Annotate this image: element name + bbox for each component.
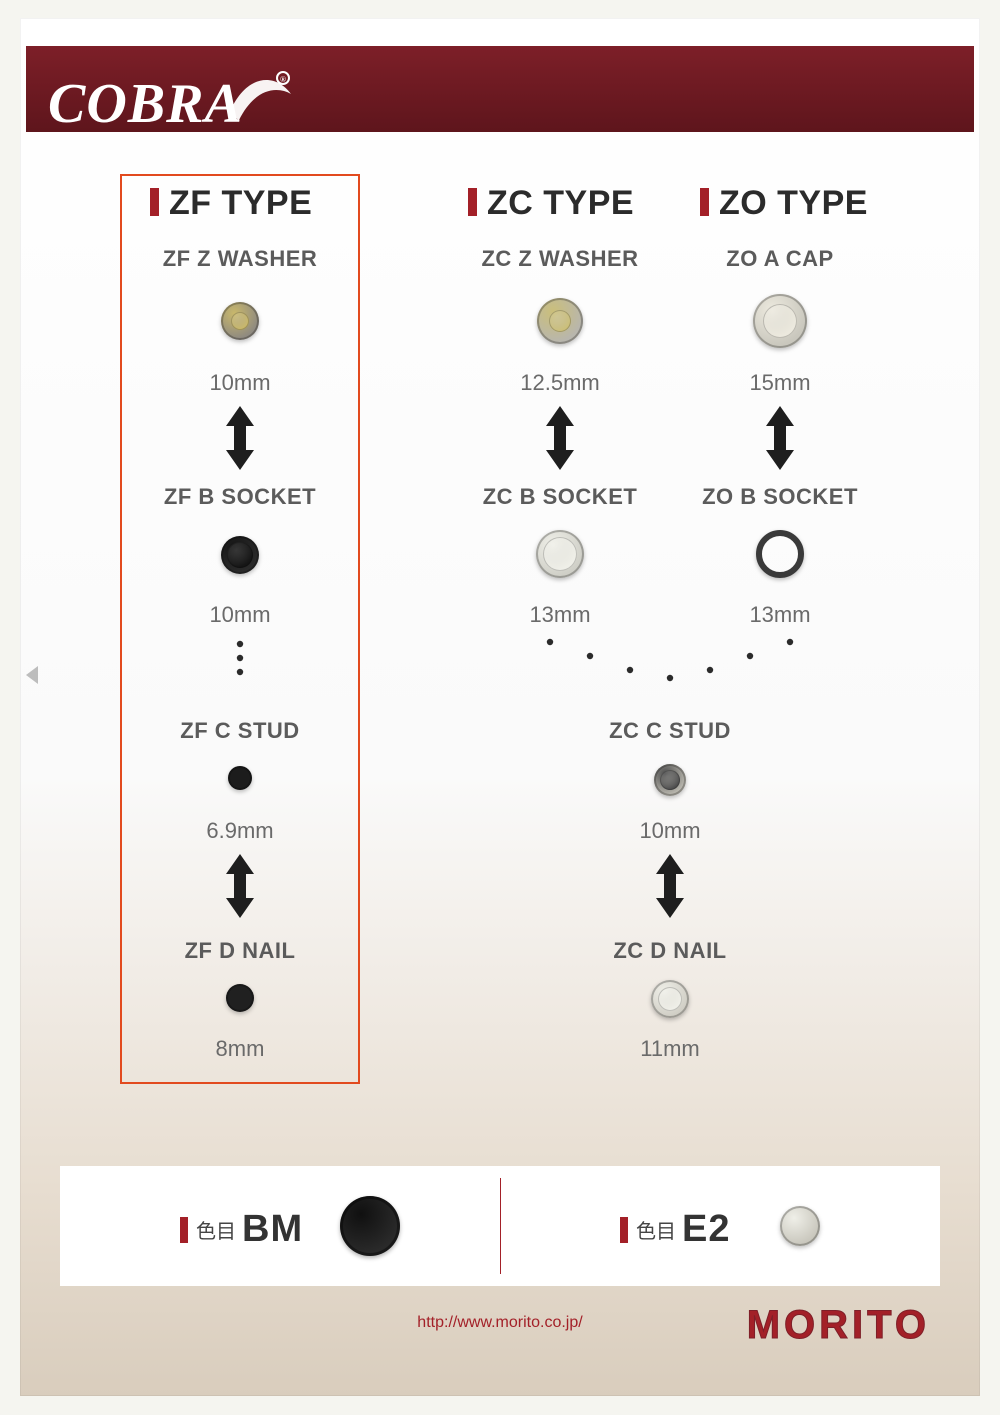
zf-item-2-part [228, 766, 252, 790]
accent-bar-icon [620, 1217, 628, 1243]
zo-item-1-label: ZO B SOCKET [670, 484, 890, 510]
zf-item-3-part [226, 984, 254, 1012]
color-e2-code: E2 [682, 1208, 730, 1251]
zf-dots-0-icon [140, 638, 340, 678]
zf-item-0-label: ZF Z WASHER [130, 246, 350, 272]
zf-item-2-label: ZF C STUD [130, 718, 350, 744]
zo-item-0-size: 15mm [670, 370, 890, 396]
zf-item-1-label: ZF B SOCKET [130, 484, 350, 510]
footer-strip: 色目 BM 色目 E2 [60, 1166, 940, 1286]
footer-url[interactable]: http://www.morito.co.jp/ [417, 1314, 582, 1332]
zc-item-1-size: 13mm [450, 602, 670, 628]
color-bm-swatch [340, 1196, 400, 1256]
zf-title: ZF TYPE [150, 184, 312, 223]
zf-item-1-size: 10mm [130, 602, 350, 628]
zc-item-1-label: ZC B SOCKET [450, 484, 670, 510]
zf-item-3-size: 8mm [130, 1036, 350, 1062]
zc-item-3-size: 11mm [560, 1036, 780, 1062]
zf-item-0-part-inner [231, 312, 249, 330]
zf-arrow-0-icon [220, 406, 260, 470]
zc-item-0-label: ZC Z WASHER [450, 246, 670, 272]
zf-item-2-size: 6.9mm [130, 818, 350, 844]
zf-item-1-part-inner [227, 542, 253, 568]
zf-item-0-part [221, 302, 259, 340]
zc-item-3-label: ZC D NAIL [560, 938, 780, 964]
brand-swoosh-icon: ® [225, 64, 295, 134]
accent-bar-icon [180, 1217, 188, 1243]
zc-item-3-part-inner [658, 987, 682, 1011]
color-e2-prefix: 色目 [636, 1215, 676, 1244]
zc-item-0-part-inner [549, 310, 571, 332]
zo-item-0-part [753, 294, 807, 348]
zc-item-2-part [654, 764, 686, 796]
brand-logo: COBRA ® [48, 52, 313, 136]
color-bm-prefix: 色目 [196, 1215, 236, 1244]
zo-item-1-part [756, 530, 804, 578]
zf-item-1-part [221, 536, 259, 574]
footer-divider [500, 1178, 501, 1274]
svg-text:®: ® [280, 75, 287, 84]
company-wordmark: MORITO [747, 1303, 930, 1348]
zf-item-3-label: ZF D NAIL [130, 938, 350, 964]
zc-item-2-size: 10mm [560, 818, 780, 844]
color-bm-label: 色目 BM [180, 1208, 303, 1251]
zo-item-1-size: 13mm [670, 602, 890, 628]
color-e2-label: 色目 E2 [620, 1208, 730, 1251]
color-e2-swatch [780, 1206, 820, 1246]
brand-name: COBRA [48, 73, 243, 135]
zo-title: ZO TYPE [700, 184, 868, 223]
prev-triangle-icon[interactable] [26, 666, 38, 684]
color-bm-code: BM [242, 1208, 303, 1251]
zc-item-0-size: 12.5mm [450, 370, 670, 396]
page: COBRA ® ZF TYPE ZF Z WASHER 10mm ZF B SOCKE… [20, 18, 980, 1396]
brand-banner: COBRA ® [26, 46, 974, 132]
zc-item-2-label: ZC C STUD [560, 718, 780, 744]
zc-item-1-part [536, 530, 584, 578]
zc-item-2-part-inner [660, 770, 680, 790]
zc-item-0-part [537, 298, 583, 344]
zf-arrow-1-icon [220, 854, 260, 918]
zc-arrow-0-icon [540, 406, 580, 470]
zc-item-3-part [651, 980, 689, 1018]
zc-title: ZC TYPE [468, 184, 634, 223]
zo-arrow-0-icon [760, 406, 800, 470]
zo-item-0-part-inner [763, 304, 797, 338]
zf-item-0-size: 10mm [130, 370, 350, 396]
zc-item-1-part-inner [543, 537, 577, 571]
zc-dots-0-icon [520, 636, 820, 682]
zc-arrow-1-icon [650, 854, 690, 918]
zo-item-0-label: ZO A CAP [670, 246, 890, 272]
